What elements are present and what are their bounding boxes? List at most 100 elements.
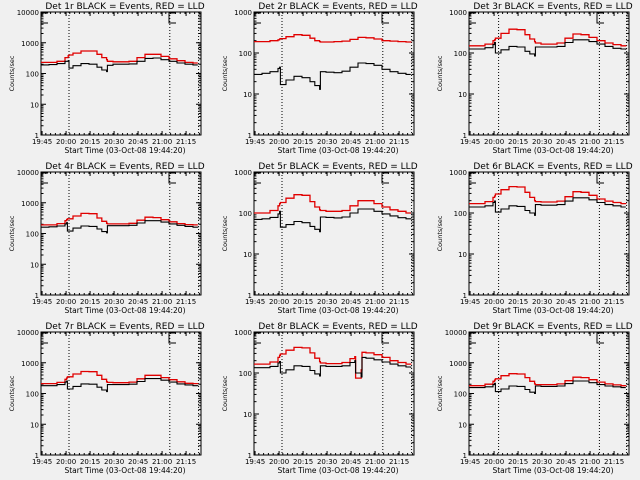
x-axis-label: Start Time (03-Oct-08 19:44:20) [64,306,185,315]
y-tick-label: 100 [454,50,467,58]
x-tick-label: 21:00 [365,458,385,466]
y-axis-label: Counts/sec [221,55,229,91]
x-tick-label: 20:15 [293,138,313,146]
y-axis-label: Counts/sec [8,55,16,91]
x-tick-label: 21:00 [152,458,172,466]
x-tick-label: 20:00 [269,298,289,306]
y-tick-label: 1 [35,132,39,140]
y-tick-label: 1000 [449,169,467,177]
y-tick-label: 1000 [234,169,252,177]
x-tick-label: 20:15 [508,458,528,466]
series-line-lld [469,373,627,387]
series-line-lld [41,50,198,64]
y-tick-label: 100 [26,231,39,239]
chart-title: Det 5r BLACK = Events, RED = LLD [258,162,417,172]
y-tick-label: 1000 [449,9,467,17]
plot-frame [468,331,630,456]
x-tick-label: 21:00 [365,298,385,306]
y-tick-label: 10 [458,91,467,99]
y-tick-label: 10000 [445,329,467,337]
plot-frame [468,171,630,296]
series-line-events [41,220,199,234]
x-tick-label: 20:00 [56,298,76,306]
x-tick-label: 21:15 [176,138,196,146]
x-axis-label: Start Time (03-Oct-08 19:44:20) [492,306,613,315]
x-tick-label: 21:15 [604,138,624,146]
x-tick-label: 20:45 [556,298,576,306]
x-axis-label: Start Time (03-Oct-08 19:44:20) [277,466,398,475]
x-tick-label: 21:00 [152,298,172,306]
series-line-events [469,39,627,57]
y-tick-label: 10 [30,421,39,429]
x-axis-label: Start Time (03-Oct-08 19:44:20) [492,466,613,475]
x-axis-label: Start Time (03-Oct-08 19:44:20) [277,306,398,315]
y-tick-label: 1000 [21,360,39,368]
y-tick-label: 1000 [234,329,252,337]
x-tick-label: 20:00 [56,138,76,146]
y-axis-label: Counts/sec [436,215,444,251]
plot-frame [40,11,202,136]
chart-title: Det 4r BLACK = Events, RED = LLD [45,162,204,172]
x-tick-label: 20:45 [128,458,148,466]
x-tick-label: 20:15 [80,458,100,466]
chart-panel-8: Det 8r BLACK = Events, RED = LLD 1 10 100 10… [221,322,418,475]
x-tick-label: 20:30 [104,458,124,466]
series-line-lld [469,28,627,47]
x-tick-label: 20:45 [341,458,361,466]
interval-bracket-marker [40,172,48,184]
y-tick-label: 1000 [449,360,467,368]
y-tick-label: 10 [30,261,39,269]
y-tick-label: 1 [248,452,252,460]
chart-title: Det 9r BLACK = Events, RED = LLD [473,322,632,332]
interval-bracket-marker [381,172,389,184]
x-tick-label: 21:00 [580,138,600,146]
x-tick-label: 21:15 [389,138,409,146]
x-tick-label: 20:30 [532,138,552,146]
x-tick-label: 20:45 [128,298,148,306]
x-tick-label: 21:00 [365,138,385,146]
x-tick-label: 19:45 [460,458,480,466]
x-tick-label: 21:15 [389,298,409,306]
series-line-lld [254,346,412,379]
x-tick-label: 21:15 [604,298,624,306]
interval-bracket-marker [381,12,389,24]
x-tick-label: 20:30 [317,138,337,146]
chart-panel-1: Det 1r BLACK = Events, RED = LLD 1 10 100 10… [8,2,205,155]
x-tick-label: 19:45 [32,138,52,146]
y-tick-label: 10 [30,101,39,109]
chart-panel-2: Det 2r BLACK = Events, RED = LLD 1 10 100 10… [221,2,418,155]
x-tick-label: 21:00 [580,298,600,306]
x-tick-label: 19:45 [460,138,480,146]
x-tick-label: 20:15 [293,298,313,306]
plot-frame [253,11,415,136]
y-tick-label: 10 [243,411,252,419]
interval-bracket-marker [168,332,176,344]
x-tick-label: 20:15 [80,298,100,306]
x-tick-label: 19:45 [245,298,265,306]
interval-bracket-marker [596,172,604,184]
chart-title: Det 2r BLACK = Events, RED = LLD [258,2,417,12]
chart-panel-9: Det 9r BLACK = Events, RED = LLD 1 10 100 10… [436,322,633,475]
interval-bracket-marker [40,12,48,24]
x-tick-label: 20:45 [556,458,576,466]
series-line-events [469,197,626,216]
x-tick-label: 21:15 [604,458,624,466]
y-tick-label: 100 [239,50,252,58]
y-axis-label: Counts/sec [8,215,16,251]
y-tick-label: 1 [463,292,467,300]
chart-title: Det 3r BLACK = Events, RED = LLD [473,2,632,12]
x-tick-label: 20:00 [269,458,289,466]
chart-panel-3: Det 3r BLACK = Events, RED = LLD 1 10 100 10… [436,2,633,155]
x-tick-label: 20:00 [484,458,504,466]
chart-title: Det 8r BLACK = Events, RED = LLD [258,322,417,332]
y-tick-label: 1 [463,452,467,460]
x-tick-label: 20:30 [317,458,337,466]
interval-bracket-marker [168,172,176,184]
y-tick-label: 100 [26,71,39,79]
chart-title: Det 7r BLACK = Events, RED = LLD [45,322,204,332]
chart-title: Det 1r BLACK = Events, RED = LLD [45,2,204,12]
y-tick-label: 10 [458,421,467,429]
x-tick-label: 20:15 [508,298,528,306]
series-line-lld [254,194,411,214]
x-axis-label: Start Time (03-Oct-08 19:44:20) [64,466,185,475]
